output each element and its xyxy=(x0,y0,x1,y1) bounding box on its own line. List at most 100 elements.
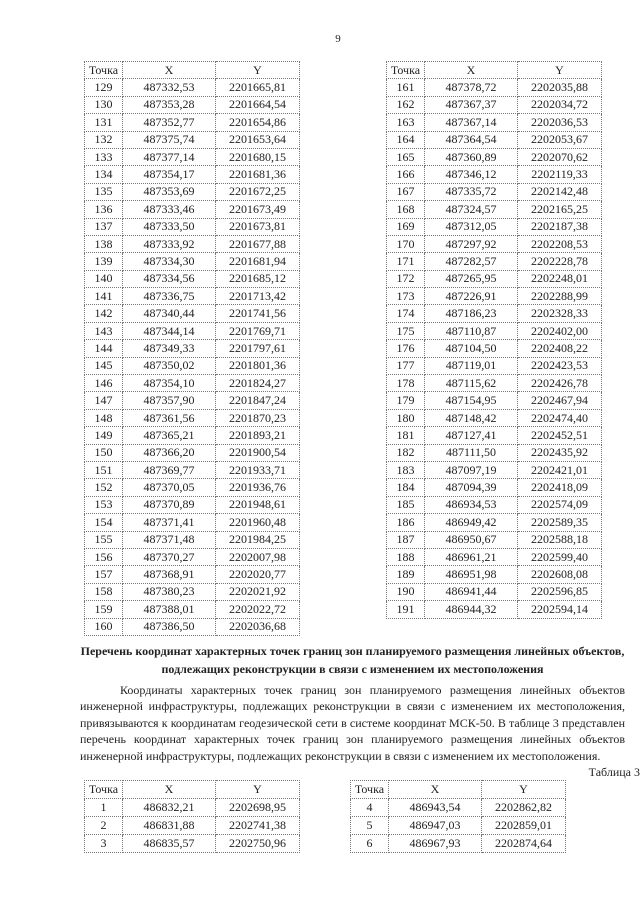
point-cell: 130 xyxy=(84,95,123,115)
y-cell: 2201741,56 xyxy=(215,304,300,323)
x-cell: 487386,50 xyxy=(122,617,216,636)
point-cell: 166 xyxy=(386,165,425,184)
x-cell: 486950,67 xyxy=(424,530,518,549)
table-row: 172 487265,95 2202248,01 xyxy=(386,269,602,289)
x-cell: 487094,39 xyxy=(424,478,518,497)
x-cell: 487377,14 xyxy=(122,147,216,167)
point-cell: 151 xyxy=(84,460,123,480)
x-cell: 487127,41 xyxy=(424,426,518,445)
coordinates-table-left: Точка X Y 129 487332,53 2201665,81 130 487353,2… xyxy=(84,60,300,636)
y-cell: 2202741,38 xyxy=(215,816,300,836)
x-cell: 487353,28 xyxy=(122,95,216,115)
x-cell: 486949,42 xyxy=(424,513,518,532)
x-cell: 487370,89 xyxy=(122,495,216,515)
x-cell: 487371,41 xyxy=(122,513,216,532)
column-header: X xyxy=(424,60,518,80)
column-header: Y xyxy=(215,60,300,80)
column-header: Y xyxy=(517,60,602,80)
y-cell: 2201685,12 xyxy=(215,269,300,289)
coordinates-tables: Точка X Y 129 487332,53 2201665,81 130 487353,2… xyxy=(80,60,602,636)
point-cell: 177 xyxy=(386,356,425,376)
y-cell: 2202119,33 xyxy=(517,165,602,184)
column-header: Точка xyxy=(386,60,425,80)
y-cell: 2202007,98 xyxy=(215,547,300,567)
x-cell: 487111,50 xyxy=(424,443,518,462)
x-cell: 487361,56 xyxy=(122,408,216,428)
table-row: 3 486835,57 2202750,96 xyxy=(84,834,300,854)
table-row: 163 487367,14 2202036,53 xyxy=(386,113,602,132)
table-row: 2 486831,88 2202741,38 xyxy=(84,816,300,836)
point-cell: 175 xyxy=(386,321,425,341)
point-cell: 191 xyxy=(386,600,425,619)
y-cell: 2201870,23 xyxy=(215,408,300,428)
page-content: Точка X Y 129 487332,53 2201665,81 130 487353,2… xyxy=(80,60,640,854)
point-cell: 153 xyxy=(84,495,123,515)
table-row: 147 487357,90 2201847,24 xyxy=(84,391,300,410)
table-row: 157 487368,91 2202020,77 xyxy=(84,565,300,584)
table-row: 169 487312,05 2202187,38 xyxy=(386,217,602,236)
table-row: 191 486944,32 2202594,14 xyxy=(386,600,602,619)
point-cell: 134 xyxy=(84,165,123,184)
x-cell: 486832,21 xyxy=(122,798,216,818)
table-row: 154 487371,41 2201960,48 xyxy=(84,513,300,532)
x-cell: 487368,91 xyxy=(122,565,216,584)
point-cell: 1 xyxy=(84,798,123,818)
table-row: 150 487366,20 2201900,54 xyxy=(84,443,300,462)
table3: Точка X Y 1 486832,21 2202698,95 2 486831,88 220… xyxy=(80,780,566,854)
y-cell: 2202142,48 xyxy=(517,182,602,202)
table-header-row: Точка X Y xyxy=(84,60,300,80)
table-row: 180 487148,42 2202474,40 xyxy=(386,408,602,428)
y-cell: 2201672,25 xyxy=(215,182,300,202)
table-row: 168 487324,57 2202165,25 xyxy=(386,200,602,219)
table-row: 133 487377,14 2201680,15 xyxy=(84,147,300,167)
y-cell: 2201681,94 xyxy=(215,252,300,271)
point-cell: 189 xyxy=(386,565,425,584)
y-cell: 2201893,21 xyxy=(215,426,300,445)
point-cell: 147 xyxy=(84,391,123,410)
x-cell: 487369,77 xyxy=(122,460,216,480)
table-row: 179 487154,95 2202467,94 xyxy=(386,391,602,410)
x-cell: 487115,62 xyxy=(424,374,518,393)
x-cell: 487375,74 xyxy=(122,130,216,149)
x-cell: 487148,42 xyxy=(424,408,518,428)
point-cell: 160 xyxy=(84,617,123,636)
point-cell: 170 xyxy=(386,234,425,254)
y-cell: 2202467,94 xyxy=(517,391,602,410)
x-cell: 486835,57 xyxy=(122,834,216,854)
table-row: 1 486832,21 2202698,95 xyxy=(84,798,300,818)
x-cell: 486967,93 xyxy=(388,834,482,854)
x-cell: 487366,20 xyxy=(122,443,216,462)
y-cell: 2202070,62 xyxy=(517,147,602,167)
point-cell: 139 xyxy=(84,252,123,271)
point-cell: 129 xyxy=(84,78,123,97)
table-row: 166 487346,12 2202119,33 xyxy=(386,165,602,184)
point-cell: 136 xyxy=(84,200,123,219)
y-cell: 2202588,18 xyxy=(517,530,602,549)
point-cell: 161 xyxy=(386,78,425,97)
table-row: 153 487370,89 2201948,61 xyxy=(84,495,300,515)
point-cell: 167 xyxy=(386,182,425,202)
table-row: 159 487388,01 2202022,72 xyxy=(84,600,300,619)
y-cell: 2202053,67 xyxy=(517,130,602,149)
x-cell: 487226,91 xyxy=(424,287,518,306)
y-cell: 2201673,81 xyxy=(215,217,300,236)
y-cell: 2202474,40 xyxy=(517,408,602,428)
y-cell: 2202426,78 xyxy=(517,374,602,393)
x-cell: 486951,98 xyxy=(424,565,518,584)
y-cell: 2201677,88 xyxy=(215,234,300,254)
table-row: 164 487364,54 2202053,67 xyxy=(386,130,602,149)
point-cell: 188 xyxy=(386,547,425,567)
y-cell: 2202608,08 xyxy=(517,565,602,584)
point-cell: 173 xyxy=(386,287,425,306)
point-cell: 174 xyxy=(386,304,425,323)
y-cell: 2202589,35 xyxy=(517,513,602,532)
y-cell: 2202574,09 xyxy=(517,495,602,515)
point-cell: 152 xyxy=(84,478,123,497)
x-cell: 486831,88 xyxy=(122,816,216,836)
table-row: 176 487104,50 2202408,22 xyxy=(386,339,602,358)
y-cell: 2201948,61 xyxy=(215,495,300,515)
x-cell: 487352,77 xyxy=(122,113,216,132)
table-row: 5 486947,03 2202859,01 xyxy=(350,816,566,836)
point-cell: 138 xyxy=(84,234,123,254)
y-cell: 2201936,76 xyxy=(215,478,300,497)
